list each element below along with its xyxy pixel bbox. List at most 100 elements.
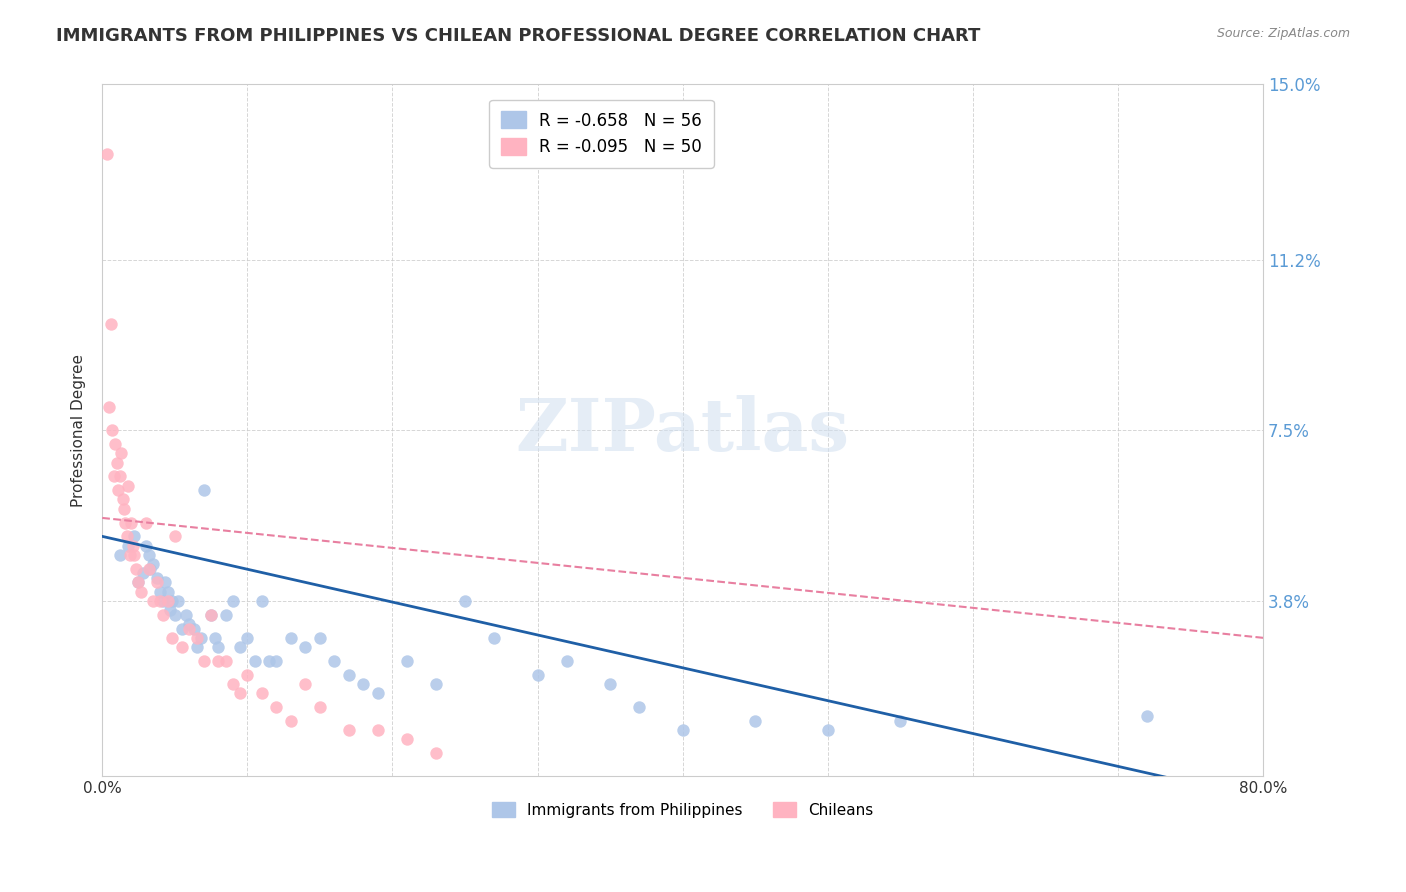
- Point: [98, 401, 121, 415]
- Point: [153, 575, 176, 590]
- Point: [100, 317, 122, 331]
- Point: [132, 566, 155, 581]
- Point: [628, 700, 651, 714]
- Point: [96, 146, 118, 161]
- Point: [214, 607, 236, 622]
- Point: [122, 548, 145, 562]
- Point: [170, 640, 193, 654]
- Point: [163, 529, 186, 543]
- Point: [112, 501, 135, 516]
- Point: [200, 607, 222, 622]
- Point: [482, 631, 505, 645]
- Point: [108, 469, 131, 483]
- Point: [280, 714, 302, 728]
- Point: [122, 529, 145, 543]
- Point: [207, 654, 229, 668]
- Point: [236, 631, 259, 645]
- Point: [107, 483, 129, 498]
- Point: [425, 746, 447, 760]
- Point: [118, 548, 141, 562]
- Point: [121, 539, 143, 553]
- Point: [152, 594, 174, 608]
- Point: [163, 607, 186, 622]
- Point: [1136, 709, 1159, 723]
- Point: [266, 654, 288, 668]
- Point: [190, 631, 212, 645]
- Point: [214, 654, 236, 668]
- Point: [159, 603, 181, 617]
- Point: [367, 686, 389, 700]
- Point: [186, 631, 208, 645]
- Point: [294, 677, 316, 691]
- Point: [183, 622, 205, 636]
- Point: [170, 622, 193, 636]
- Point: [146, 575, 169, 590]
- Text: Source: ZipAtlas.com: Source: ZipAtlas.com: [1216, 27, 1350, 40]
- Point: [103, 469, 125, 483]
- Point: [817, 723, 839, 737]
- Point: [117, 478, 139, 492]
- Point: [156, 584, 179, 599]
- Point: [367, 723, 389, 737]
- Point: [200, 607, 222, 622]
- Point: [425, 677, 447, 691]
- Point: [236, 667, 259, 681]
- Point: [280, 631, 302, 645]
- Point: [294, 640, 316, 654]
- Legend: Immigrants from Philippines, Chileans: Immigrants from Philippines, Chileans: [485, 796, 880, 824]
- Point: [337, 667, 360, 681]
- Point: [160, 631, 183, 645]
- Point: [176, 607, 198, 622]
- Point: [135, 516, 157, 530]
- Point: [138, 548, 160, 562]
- Point: [120, 516, 142, 530]
- Point: [352, 677, 374, 691]
- Point: [193, 654, 215, 668]
- Point: [101, 423, 124, 437]
- Point: [149, 594, 172, 608]
- Point: [395, 654, 418, 668]
- Point: [146, 571, 169, 585]
- Point: [111, 492, 134, 507]
- Point: [309, 700, 332, 714]
- Point: [266, 700, 288, 714]
- Point: [672, 723, 695, 737]
- Point: [204, 631, 226, 645]
- Point: [105, 456, 128, 470]
- Point: [309, 631, 332, 645]
- Point: [160, 594, 183, 608]
- Point: [179, 617, 201, 632]
- Point: [229, 640, 252, 654]
- Point: [127, 575, 149, 590]
- Point: [599, 677, 621, 691]
- Point: [229, 686, 252, 700]
- Y-axis label: Professional Degree: Professional Degree: [72, 354, 86, 507]
- Point: [889, 714, 911, 728]
- Point: [243, 654, 266, 668]
- Point: [115, 529, 138, 543]
- Point: [323, 654, 346, 668]
- Point: [149, 584, 172, 599]
- Point: [222, 594, 245, 608]
- Point: [135, 539, 157, 553]
- Point: [166, 594, 188, 608]
- Point: [257, 654, 280, 668]
- Point: [131, 584, 153, 599]
- Point: [454, 594, 477, 608]
- Point: [526, 667, 548, 681]
- Point: [222, 677, 245, 691]
- Point: [152, 607, 174, 622]
- Point: [108, 548, 131, 562]
- Point: [179, 622, 201, 636]
- Text: ZIPatlas: ZIPatlas: [516, 395, 849, 466]
- Point: [555, 654, 578, 668]
- Point: [156, 594, 179, 608]
- Point: [337, 723, 360, 737]
- Point: [142, 594, 165, 608]
- Point: [142, 557, 165, 571]
- Point: [250, 686, 273, 700]
- Point: [104, 437, 127, 451]
- Point: [207, 640, 229, 654]
- Point: [138, 562, 160, 576]
- Point: [139, 562, 162, 576]
